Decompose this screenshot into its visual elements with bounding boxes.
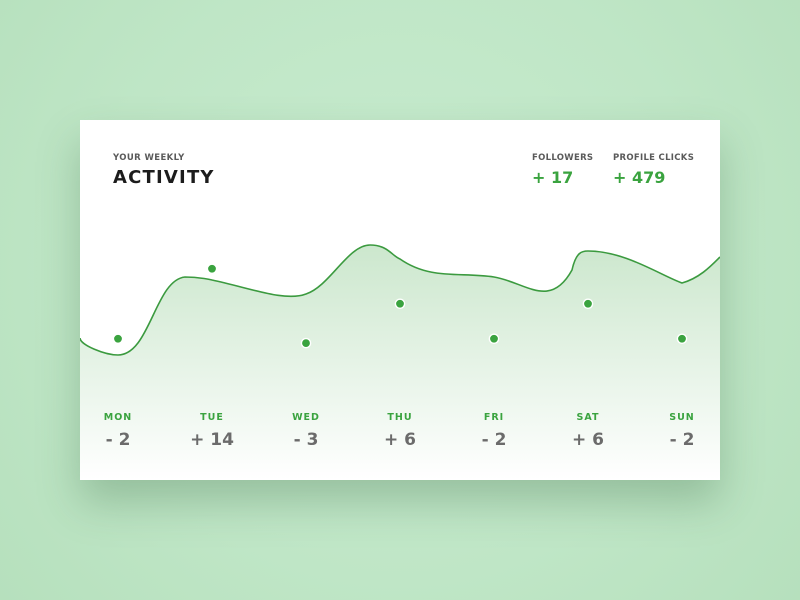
chart-line <box>80 244 720 356</box>
day-label-sat: SAT <box>576 412 600 423</box>
day-value-wed: - 3 <box>293 430 319 450</box>
day-label-fri: FRI <box>483 412 505 423</box>
data-point-sun[interactable] <box>676 333 688 345</box>
day-value-mon: - 2 <box>105 430 131 450</box>
data-point-tue[interactable] <box>206 263 218 275</box>
data-point-thu[interactable] <box>394 298 406 310</box>
day-label-tue: TUE <box>200 412 224 423</box>
day-value-sat: + 6 <box>572 430 604 450</box>
day-value-sun: - 2 <box>669 430 695 450</box>
data-point-wed[interactable] <box>300 337 312 349</box>
card-title: ACTIVITY <box>113 167 215 188</box>
chart-area <box>80 245 720 480</box>
profile-clicks-value: + 479 <box>613 168 666 187</box>
day-value-thu: + 6 <box>384 430 416 450</box>
profile-clicks-label: PROFILE CLICKS <box>613 153 695 163</box>
day-label-mon: MON <box>103 412 133 423</box>
card-subtitle: YOUR WEEKLY <box>113 153 185 163</box>
activity-chart <box>80 244 720 480</box>
activity-card: YOUR WEEKLY ACTIVITY FOLLOWERS + 17 PROF… <box>80 120 720 480</box>
day-value-fri: - 2 <box>481 430 507 450</box>
data-point-fri[interactable] <box>488 333 500 345</box>
followers-label: FOLLOWERS <box>532 153 594 163</box>
day-label-thu: THU <box>387 412 413 423</box>
data-point-sat[interactable] <box>582 298 594 310</box>
day-label-wed: WED <box>292 412 320 423</box>
data-point-mon[interactable] <box>112 333 124 345</box>
day-value-tue: + 14 <box>190 430 234 450</box>
day-label-sun: SUN <box>669 412 695 423</box>
followers-value: + 17 <box>532 168 574 187</box>
